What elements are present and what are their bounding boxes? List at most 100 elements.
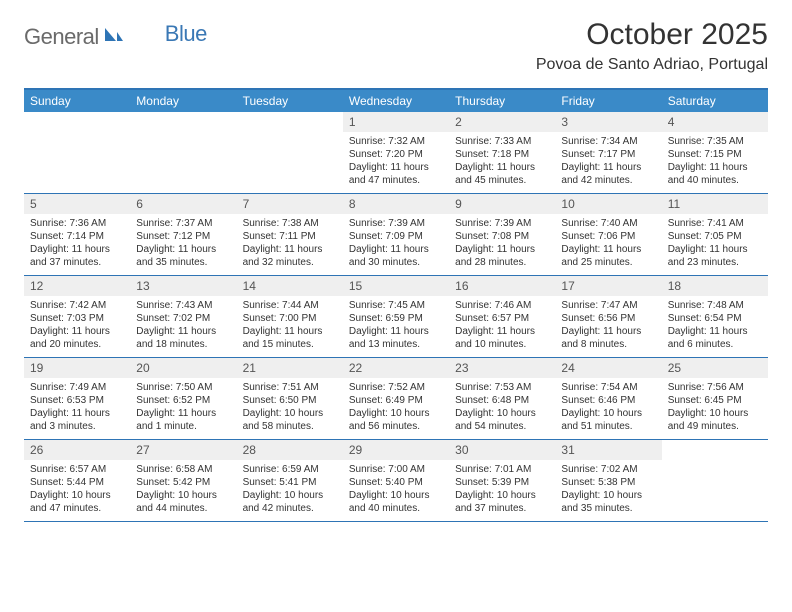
sunset-text: Sunset: 7:12 PM (136, 230, 230, 243)
day-cell: 2Sunrise: 7:33 AMSunset: 7:18 PMDaylight… (449, 112, 555, 193)
day-number: 31 (555, 440, 661, 460)
day-details: Sunrise: 7:37 AMSunset: 7:12 PMDaylight:… (130, 214, 236, 275)
header: General Blue October 2025 Povoa de Santo… (24, 18, 768, 74)
day-number: 24 (555, 358, 661, 378)
day-details: Sunrise: 7:47 AMSunset: 6:56 PMDaylight:… (555, 296, 661, 357)
sunrise-text: Sunrise: 7:38 AM (243, 217, 337, 230)
sunset-text: Sunset: 6:48 PM (455, 394, 549, 407)
daylight-text: Daylight: 11 hours and 18 minutes. (136, 325, 230, 351)
day-details: Sunrise: 7:43 AMSunset: 7:02 PMDaylight:… (130, 296, 236, 357)
week-row: 1Sunrise: 7:32 AMSunset: 7:20 PMDaylight… (24, 112, 768, 194)
day-number: 11 (662, 194, 768, 214)
day-details: Sunrise: 7:34 AMSunset: 7:17 PMDaylight:… (555, 132, 661, 193)
daylight-text: Daylight: 11 hours and 25 minutes. (561, 243, 655, 269)
sunset-text: Sunset: 6:54 PM (668, 312, 762, 325)
sunrise-text: Sunrise: 7:34 AM (561, 135, 655, 148)
day-number: 15 (343, 276, 449, 296)
day-cell: 11Sunrise: 7:41 AMSunset: 7:05 PMDayligh… (662, 194, 768, 275)
sunrise-text: Sunrise: 7:01 AM (455, 463, 549, 476)
daylight-text: Daylight: 11 hours and 13 minutes. (349, 325, 443, 351)
day-details: Sunrise: 7:45 AMSunset: 6:59 PMDaylight:… (343, 296, 449, 357)
day-details: Sunrise: 7:51 AMSunset: 6:50 PMDaylight:… (237, 378, 343, 439)
day-number: 16 (449, 276, 555, 296)
day-cell (237, 112, 343, 193)
week-row: 19Sunrise: 7:49 AMSunset: 6:53 PMDayligh… (24, 358, 768, 440)
dow-thursday: Thursday (449, 90, 555, 112)
sunrise-text: Sunrise: 7:33 AM (455, 135, 549, 148)
day-details: Sunrise: 7:32 AMSunset: 7:20 PMDaylight:… (343, 132, 449, 193)
sunrise-text: Sunrise: 7:45 AM (349, 299, 443, 312)
day-number: 3 (555, 112, 661, 132)
day-number: 19 (24, 358, 130, 378)
day-details: Sunrise: 7:40 AMSunset: 7:06 PMDaylight:… (555, 214, 661, 275)
day-details: Sunrise: 7:50 AMSunset: 6:52 PMDaylight:… (130, 378, 236, 439)
sunset-text: Sunset: 7:03 PM (30, 312, 124, 325)
sunset-text: Sunset: 5:39 PM (455, 476, 549, 489)
day-cell: 20Sunrise: 7:50 AMSunset: 6:52 PMDayligh… (130, 358, 236, 439)
sunset-text: Sunset: 6:56 PM (561, 312, 655, 325)
day-cell: 8Sunrise: 7:39 AMSunset: 7:09 PMDaylight… (343, 194, 449, 275)
daylight-text: Daylight: 11 hours and 15 minutes. (243, 325, 337, 351)
daylight-text: Daylight: 11 hours and 37 minutes. (30, 243, 124, 269)
dow-friday: Friday (555, 90, 661, 112)
day-details: Sunrise: 6:57 AMSunset: 5:44 PMDaylight:… (24, 460, 130, 521)
logo-text-general: General (24, 24, 99, 50)
sunrise-text: Sunrise: 7:56 AM (668, 381, 762, 394)
page-title: October 2025 (536, 18, 768, 52)
calendar: Sunday Monday Tuesday Wednesday Thursday… (24, 88, 768, 522)
dow-tuesday: Tuesday (237, 90, 343, 112)
daylight-text: Daylight: 10 hours and 51 minutes. (561, 407, 655, 433)
day-cell: 1Sunrise: 7:32 AMSunset: 7:20 PMDaylight… (343, 112, 449, 193)
sunset-text: Sunset: 6:52 PM (136, 394, 230, 407)
day-number: 27 (130, 440, 236, 460)
day-details: Sunrise: 7:36 AMSunset: 7:14 PMDaylight:… (24, 214, 130, 275)
sunrise-text: Sunrise: 7:54 AM (561, 381, 655, 394)
title-block: October 2025 Povoa de Santo Adriao, Port… (536, 18, 768, 74)
sunrise-text: Sunrise: 7:48 AM (668, 299, 762, 312)
day-cell: 9Sunrise: 7:39 AMSunset: 7:08 PMDaylight… (449, 194, 555, 275)
week-row: 5Sunrise: 7:36 AMSunset: 7:14 PMDaylight… (24, 194, 768, 276)
day-cell: 26Sunrise: 6:57 AMSunset: 5:44 PMDayligh… (24, 440, 130, 521)
daylight-text: Daylight: 10 hours and 47 minutes. (30, 489, 124, 515)
day-cell: 28Sunrise: 6:59 AMSunset: 5:41 PMDayligh… (237, 440, 343, 521)
daylight-text: Daylight: 11 hours and 1 minute. (136, 407, 230, 433)
daylight-text: Daylight: 11 hours and 23 minutes. (668, 243, 762, 269)
daylight-text: Daylight: 11 hours and 10 minutes. (455, 325, 549, 351)
day-cell: 24Sunrise: 7:54 AMSunset: 6:46 PMDayligh… (555, 358, 661, 439)
sunrise-text: Sunrise: 7:50 AM (136, 381, 230, 394)
sunset-text: Sunset: 6:49 PM (349, 394, 443, 407)
day-cell: 23Sunrise: 7:53 AMSunset: 6:48 PMDayligh… (449, 358, 555, 439)
daylight-text: Daylight: 11 hours and 28 minutes. (455, 243, 549, 269)
day-details: Sunrise: 7:53 AMSunset: 6:48 PMDaylight:… (449, 378, 555, 439)
daylight-text: Daylight: 11 hours and 42 minutes. (561, 161, 655, 187)
sunset-text: Sunset: 6:57 PM (455, 312, 549, 325)
sunrise-text: Sunrise: 7:43 AM (136, 299, 230, 312)
day-cell: 21Sunrise: 7:51 AMSunset: 6:50 PMDayligh… (237, 358, 343, 439)
day-cell (662, 440, 768, 521)
day-cell: 29Sunrise: 7:00 AMSunset: 5:40 PMDayligh… (343, 440, 449, 521)
day-cell: 7Sunrise: 7:38 AMSunset: 7:11 PMDaylight… (237, 194, 343, 275)
day-number: 6 (130, 194, 236, 214)
sunset-text: Sunset: 5:38 PM (561, 476, 655, 489)
day-details: Sunrise: 7:41 AMSunset: 7:05 PMDaylight:… (662, 214, 768, 275)
sunset-text: Sunset: 7:00 PM (243, 312, 337, 325)
day-details: Sunrise: 7:44 AMSunset: 7:00 PMDaylight:… (237, 296, 343, 357)
daylight-text: Daylight: 11 hours and 47 minutes. (349, 161, 443, 187)
daylight-text: Daylight: 10 hours and 44 minutes. (136, 489, 230, 515)
sunrise-text: Sunrise: 7:42 AM (30, 299, 124, 312)
day-cell: 10Sunrise: 7:40 AMSunset: 7:06 PMDayligh… (555, 194, 661, 275)
day-cell: 13Sunrise: 7:43 AMSunset: 7:02 PMDayligh… (130, 276, 236, 357)
sunset-text: Sunset: 5:42 PM (136, 476, 230, 489)
dow-row: Sunday Monday Tuesday Wednesday Thursday… (24, 90, 768, 112)
day-details: Sunrise: 7:00 AMSunset: 5:40 PMDaylight:… (343, 460, 449, 521)
sunset-text: Sunset: 6:59 PM (349, 312, 443, 325)
day-number: 28 (237, 440, 343, 460)
day-cell: 18Sunrise: 7:48 AMSunset: 6:54 PMDayligh… (662, 276, 768, 357)
daylight-text: Daylight: 10 hours and 58 minutes. (243, 407, 337, 433)
day-cell: 17Sunrise: 7:47 AMSunset: 6:56 PMDayligh… (555, 276, 661, 357)
week-row: 12Sunrise: 7:42 AMSunset: 7:03 PMDayligh… (24, 276, 768, 358)
day-number: 30 (449, 440, 555, 460)
sunset-text: Sunset: 6:45 PM (668, 394, 762, 407)
dow-saturday: Saturday (662, 90, 768, 112)
day-details: Sunrise: 7:38 AMSunset: 7:11 PMDaylight:… (237, 214, 343, 275)
